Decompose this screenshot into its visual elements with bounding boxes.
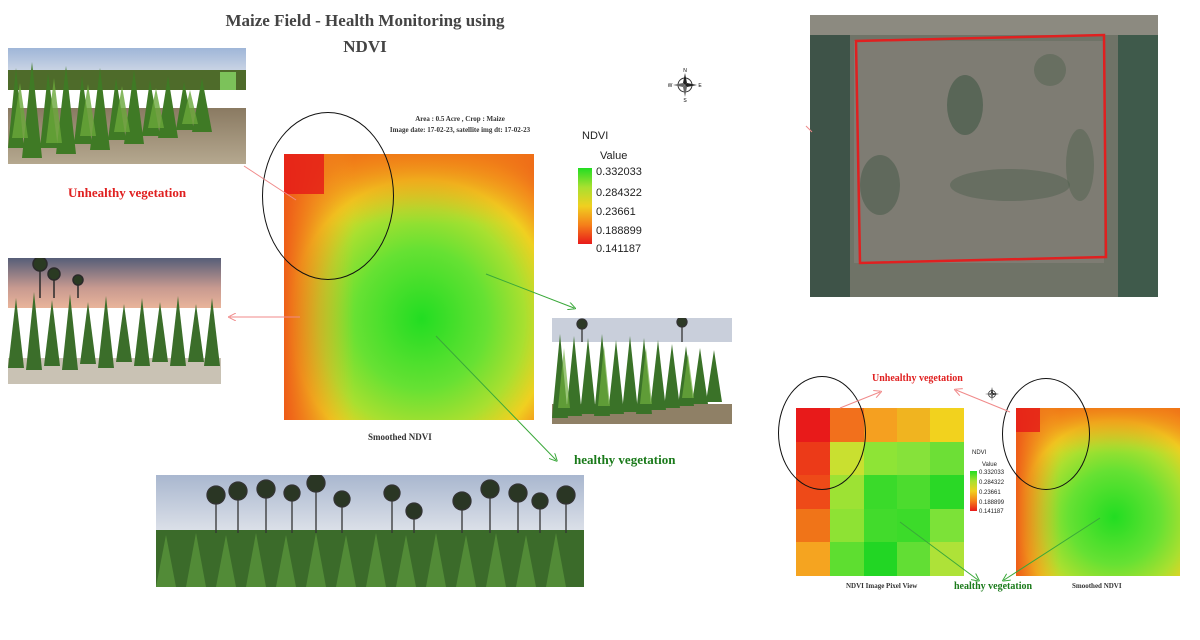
small-legend-subtitle: Value [982, 462, 997, 468]
maize-field-photo-healthy [552, 318, 732, 424]
unhealthy-area-circle-pixel [778, 376, 866, 490]
legend-value-4: 0.188899 [596, 225, 642, 237]
field-info-dates: Image date: 17-02-23, satellite img dt: … [389, 126, 531, 134]
legend-value-5: 0.141187 [596, 243, 642, 255]
title-line-1: Maize Field - Health Monitoring using [225, 11, 505, 30]
page-title: Maize Field - Health Monitoring using ND… [200, 8, 530, 60]
small-legend-color-ramp [970, 471, 977, 511]
small-legend-value-4: 0.188899 [979, 500, 1005, 506]
unhealthy-vegetation-label-right: Unhealthy vegetation [872, 373, 963, 384]
legend-title: NDVI [582, 130, 609, 142]
ndvi-legend-small: NDVI Value 0.332033 0.284322 0.23661 0.1… [968, 450, 1018, 520]
compass-s: S [683, 98, 687, 102]
healthy-vegetation-label-right: healthy vegetation [954, 581, 1033, 592]
field-info: Area : 0.5 Acre , Crop : Maize Image dat… [330, 114, 590, 136]
small-legend-value-5: 0.141187 [979, 509, 1004, 515]
legend-value-3: 0.23661 [596, 206, 636, 218]
maize-field-photo-unhealthy [8, 48, 246, 164]
compass-e: E [698, 83, 702, 89]
ndvi-legend: NDVI Value 0.332033 0.284322 0.23661 0.1… [578, 130, 658, 260]
arrow-smoothed-unhealthy [956, 390, 1011, 413]
field-info-area-crop: Area : 0.5 Acre , Crop : Maize [415, 115, 505, 123]
small-legend-value-2: 0.284322 [979, 480, 1005, 486]
smoothed-ndvi-caption: Smoothed NDVI [368, 432, 432, 442]
small-legend-value-1: 0.332033 [979, 470, 1005, 476]
maize-field-photo-sunset [8, 258, 221, 384]
legend-subtitle: Value [600, 150, 628, 162]
unhealthy-area-circle-main [262, 112, 394, 280]
compass-w: W [668, 83, 673, 89]
healthy-vegetation-label: healthy vegetation [574, 452, 676, 467]
unhealthy-vegetation-label: Unhealthy vegetation [68, 185, 187, 200]
smoothed-ndvi-small-caption: Smoothed NDVI [1072, 582, 1122, 590]
legend-value-2: 0.284322 [596, 187, 642, 199]
satellite-field-image [810, 15, 1158, 297]
small-legend-value-3: 0.23661 [979, 490, 1001, 496]
maize-field-panorama-photo [156, 475, 584, 587]
field-boundary-outline [854, 33, 1108, 265]
title-line-2: NDVI [343, 37, 387, 56]
legend-color-ramp [578, 168, 592, 244]
small-legend-title: NDVI [972, 450, 987, 456]
legend-value-1: 0.332033 [596, 166, 642, 178]
pixel-view-caption: NDVI Image Pixel View [846, 582, 918, 590]
compass-n: N [683, 68, 687, 74]
compass-small-icon [984, 386, 1000, 402]
compass-rose-icon: N S W E [668, 68, 703, 104]
unhealthy-area-circle-smoothed [1002, 378, 1090, 490]
